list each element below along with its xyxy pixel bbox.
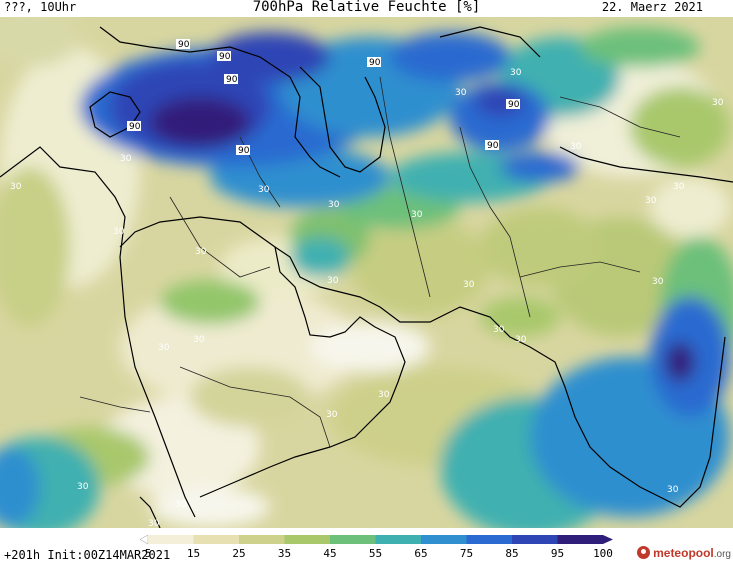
legend-swatch <box>239 535 285 544</box>
legend-tick-label: 55 <box>368 547 383 560</box>
contour-label-90: 90 <box>217 51 231 62</box>
humidity-map[interactable]: 90 90 90 90 90 90 90 90 30 30 30 30 30 3… <box>0 17 733 528</box>
legend-tick-label: 35 <box>277 547 292 560</box>
legend-tick-label: 85 <box>505 547 519 560</box>
color-legend-bar <box>139 534 613 545</box>
contour-label-30: 30 <box>712 98 724 108</box>
contour-labels-30: 30 30 30 30 30 30 30 30 30 30 30 30 30 3… <box>10 68 724 528</box>
legend-tick-label: 75 <box>459 547 474 560</box>
contour-label-90: 90 <box>224 74 238 85</box>
contour-label-90: 90 <box>127 121 141 132</box>
legend-swatch <box>375 535 421 544</box>
svg-text:90: 90 <box>226 75 238 85</box>
contour-label-30: 30 <box>326 410 338 420</box>
contour-label-30: 30 <box>77 482 89 492</box>
contour-label-90: 90 <box>506 99 520 110</box>
contour-label-90: 90 <box>236 145 250 156</box>
legend-under-arrow <box>139 534 149 545</box>
valid-date-label: 22. Maerz 2021 <box>601 0 703 14</box>
contour-label-30: 30 <box>570 142 582 152</box>
contour-label-30: 30 <box>673 182 685 192</box>
contour-labels-90: 90 90 90 90 90 90 90 90 <box>127 39 520 156</box>
contour-label-30: 30 <box>411 210 423 220</box>
humidity-field <box>0 17 733 528</box>
forecast-time-label: ???, 10Uhr <box>4 0 77 14</box>
legend-tick-label: 5 <box>144 547 152 560</box>
contour-label-30: 30 <box>510 68 522 78</box>
legend-tick-label: 25 <box>232 547 246 560</box>
legend-swatch <box>284 535 330 544</box>
contour-label-30: 30 <box>667 485 679 495</box>
contour-label-90: 90 <box>176 39 190 50</box>
contour-label-90: 90 <box>367 57 381 68</box>
legend-tick-label: 65 <box>414 547 428 560</box>
contour-label-30: 30 <box>113 227 125 237</box>
legend-tick-label: 100 <box>593 547 613 560</box>
svg-text:90: 90 <box>487 141 499 151</box>
legend-swatch <box>148 535 194 544</box>
svg-text:90: 90 <box>219 52 231 62</box>
legend-tick-label: 45 <box>323 547 337 560</box>
contour-label-30: 30 <box>652 277 664 287</box>
legend-tick-label: 95 <box>550 547 565 560</box>
svg-text:90: 90 <box>129 122 141 132</box>
legend-over-arrow <box>603 535 613 544</box>
contour-label-30: 30 <box>328 200 340 210</box>
contour-label-30: 30 <box>258 185 270 195</box>
legend-tick-label: 15 <box>186 547 201 560</box>
contour-label-30: 30 <box>193 335 205 345</box>
contour-label-30: 30 <box>148 519 160 528</box>
contour-label-30: 30 <box>158 343 170 353</box>
contour-label-30: 30 <box>10 182 22 192</box>
contour-label-30: 30 <box>493 325 505 335</box>
legend-swatch <box>466 535 512 544</box>
map-title: 700hPa Relative Feuchte [%] <box>252 0 481 15</box>
contour-label-30: 30 <box>378 390 390 400</box>
contour-label-30: 30 <box>645 196 657 206</box>
contour-label-30: 30 <box>463 280 475 290</box>
header-bar: ???, 10Uhr 700hPa Relative Feuchte [%] 2… <box>0 0 733 17</box>
svg-text:90: 90 <box>369 58 381 68</box>
legend-swatch <box>193 535 239 544</box>
meteopool-logo[interactable]: meteopool.org <box>637 546 731 560</box>
init-time-label: +201h Init:00Z14MAR2021 <box>4 548 171 562</box>
footer-bar: 5 15 25 35 45 55 65 75 85 95 100 +201h Init:00Z14M… <box>0 528 733 566</box>
contour-label-90: 90 <box>485 140 499 151</box>
contour-label-30: 30 <box>455 88 467 98</box>
color-legend: 5 15 25 35 45 55 65 75 85 95 100 <box>110 531 630 560</box>
contour-label-30: 30 <box>327 276 339 286</box>
legend-swatch <box>512 535 558 544</box>
meteopool-logo-icon <box>637 546 651 559</box>
contour-label-30: 30 <box>195 247 207 257</box>
svg-text:90: 90 <box>238 146 250 156</box>
svg-text:90: 90 <box>508 100 520 110</box>
svg-text:90: 90 <box>178 40 190 50</box>
contour-label-30: 30 <box>515 335 527 345</box>
legend-swatch <box>421 535 467 544</box>
contour-label-30: 30 <box>120 154 132 164</box>
brand-suffix: .org <box>713 549 731 560</box>
brand-name: meteopool <box>653 546 714 560</box>
contour-label-30: 30 <box>175 500 187 510</box>
legend-swatch <box>330 535 376 544</box>
legend-swatch <box>557 535 603 544</box>
